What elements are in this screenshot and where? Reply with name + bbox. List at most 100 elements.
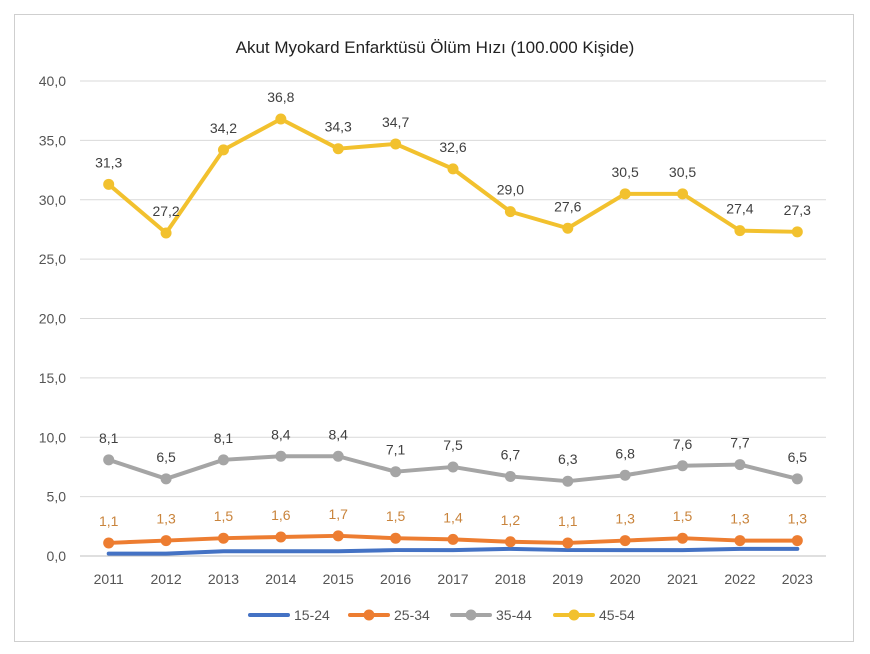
legend-marker (363, 609, 375, 621)
data-label: 6,8 (615, 445, 635, 461)
data-label: 1,5 (214, 508, 234, 524)
data-point (677, 460, 689, 472)
data-point (619, 469, 631, 481)
data-point (562, 222, 574, 234)
data-point (791, 473, 803, 485)
data-point (677, 188, 689, 200)
x-tick-label: 2015 (323, 571, 354, 587)
data-point (160, 535, 172, 547)
data-point (390, 466, 402, 478)
y-tick-label: 20,0 (39, 311, 66, 327)
chart-title: Akut Myokard Enfarktüsü Ölüm Hızı (100.0… (235, 38, 635, 57)
x-tick-label: 2016 (380, 571, 411, 587)
data-label: 1,2 (501, 512, 521, 528)
legend-item-45-54: 45-54 (553, 607, 635, 623)
data-point (390, 532, 402, 544)
x-tick-label: 2017 (437, 571, 468, 587)
data-point (160, 473, 172, 485)
x-tick-label: 2012 (150, 571, 181, 587)
data-label: 7,5 (443, 437, 463, 453)
data-label: 31,3 (95, 154, 122, 170)
data-point (217, 532, 229, 544)
data-point (217, 144, 229, 156)
data-label: 27,4 (726, 201, 753, 217)
x-tick-label: 2023 (782, 571, 813, 587)
data-label: 7,1 (386, 442, 406, 458)
data-label: 1,5 (673, 508, 693, 524)
data-label: 29,0 (497, 182, 524, 198)
data-point (447, 533, 459, 545)
y-tick-label: 25,0 (39, 251, 66, 267)
data-point (447, 461, 459, 473)
data-label: 6,7 (501, 446, 521, 462)
data-label: 36,8 (267, 89, 294, 105)
data-label: 8,1 (99, 430, 119, 446)
data-point (734, 459, 746, 471)
data-label: 1,1 (99, 513, 119, 529)
legend-label: 45-54 (599, 607, 635, 623)
data-point (734, 225, 746, 237)
data-point (103, 454, 115, 466)
legend-item-15-24: 15-24 (248, 607, 330, 623)
data-label: 1,5 (386, 508, 406, 524)
data-point (734, 535, 746, 547)
y-tick-label: 30,0 (39, 192, 66, 208)
data-point (791, 535, 803, 547)
data-point (562, 475, 574, 487)
data-label: 6,5 (156, 449, 176, 465)
x-tick-label: 2021 (667, 571, 698, 587)
y-tick-label: 35,0 (39, 132, 66, 148)
data-label: 8,1 (214, 430, 234, 446)
data-label: 8,4 (271, 426, 291, 442)
data-point (332, 143, 344, 155)
y-tick-label: 15,0 (39, 370, 66, 386)
data-label: 34,7 (382, 114, 409, 130)
data-label: 6,5 (788, 449, 808, 465)
series-line (106, 546, 800, 556)
x-tick-label: 2018 (495, 571, 526, 587)
data-point (504, 206, 516, 218)
data-point (447, 163, 459, 175)
data-label: 30,5 (612, 164, 639, 180)
data-label: 34,2 (210, 120, 237, 136)
data-point (791, 226, 803, 238)
legend-marker (568, 609, 580, 621)
data-label: 27,2 (152, 203, 179, 219)
data-point (103, 178, 115, 190)
y-tick-label: 10,0 (39, 429, 66, 445)
data-label: 34,3 (325, 119, 352, 135)
data-point (160, 227, 172, 239)
data-point (275, 531, 287, 543)
data-label: 32,6 (439, 139, 466, 155)
y-tick-label: 0,0 (47, 548, 67, 564)
data-label: 6,3 (558, 451, 578, 467)
x-tick-label: 2013 (208, 571, 239, 587)
y-tick-label: 40,0 (39, 73, 66, 89)
data-label: 1,6 (271, 507, 291, 523)
data-label: 1,3 (730, 511, 750, 527)
data-label: 8,4 (328, 426, 348, 442)
x-tick-label: 2011 (94, 571, 124, 587)
data-point (619, 535, 631, 547)
series-15-24 (106, 546, 800, 556)
data-label: 7,7 (730, 435, 750, 451)
data-point (217, 454, 229, 466)
data-point (619, 188, 631, 200)
data-label: 1,3 (156, 511, 176, 527)
data-label: 27,3 (784, 202, 811, 218)
y-tick-label: 5,0 (47, 489, 67, 505)
data-point (275, 450, 287, 462)
data-label: 30,5 (669, 164, 696, 180)
series-25-34: 1,1 1,3 1,5 1,6 1,7 1,5 1,4 1,2 1,1 1,3 1,5 1,3 1,3 (99, 506, 807, 549)
data-label: 1,3 (788, 511, 808, 527)
data-label: 1,3 (615, 511, 635, 527)
data-label: 1,1 (558, 513, 578, 529)
data-label: 1,4 (443, 509, 463, 525)
legend-marker (465, 609, 477, 621)
data-point (677, 532, 689, 544)
data-point (504, 470, 516, 482)
x-tick-label: 2019 (552, 571, 583, 587)
legend-label: 25-34 (394, 607, 430, 623)
data-point (562, 537, 574, 549)
